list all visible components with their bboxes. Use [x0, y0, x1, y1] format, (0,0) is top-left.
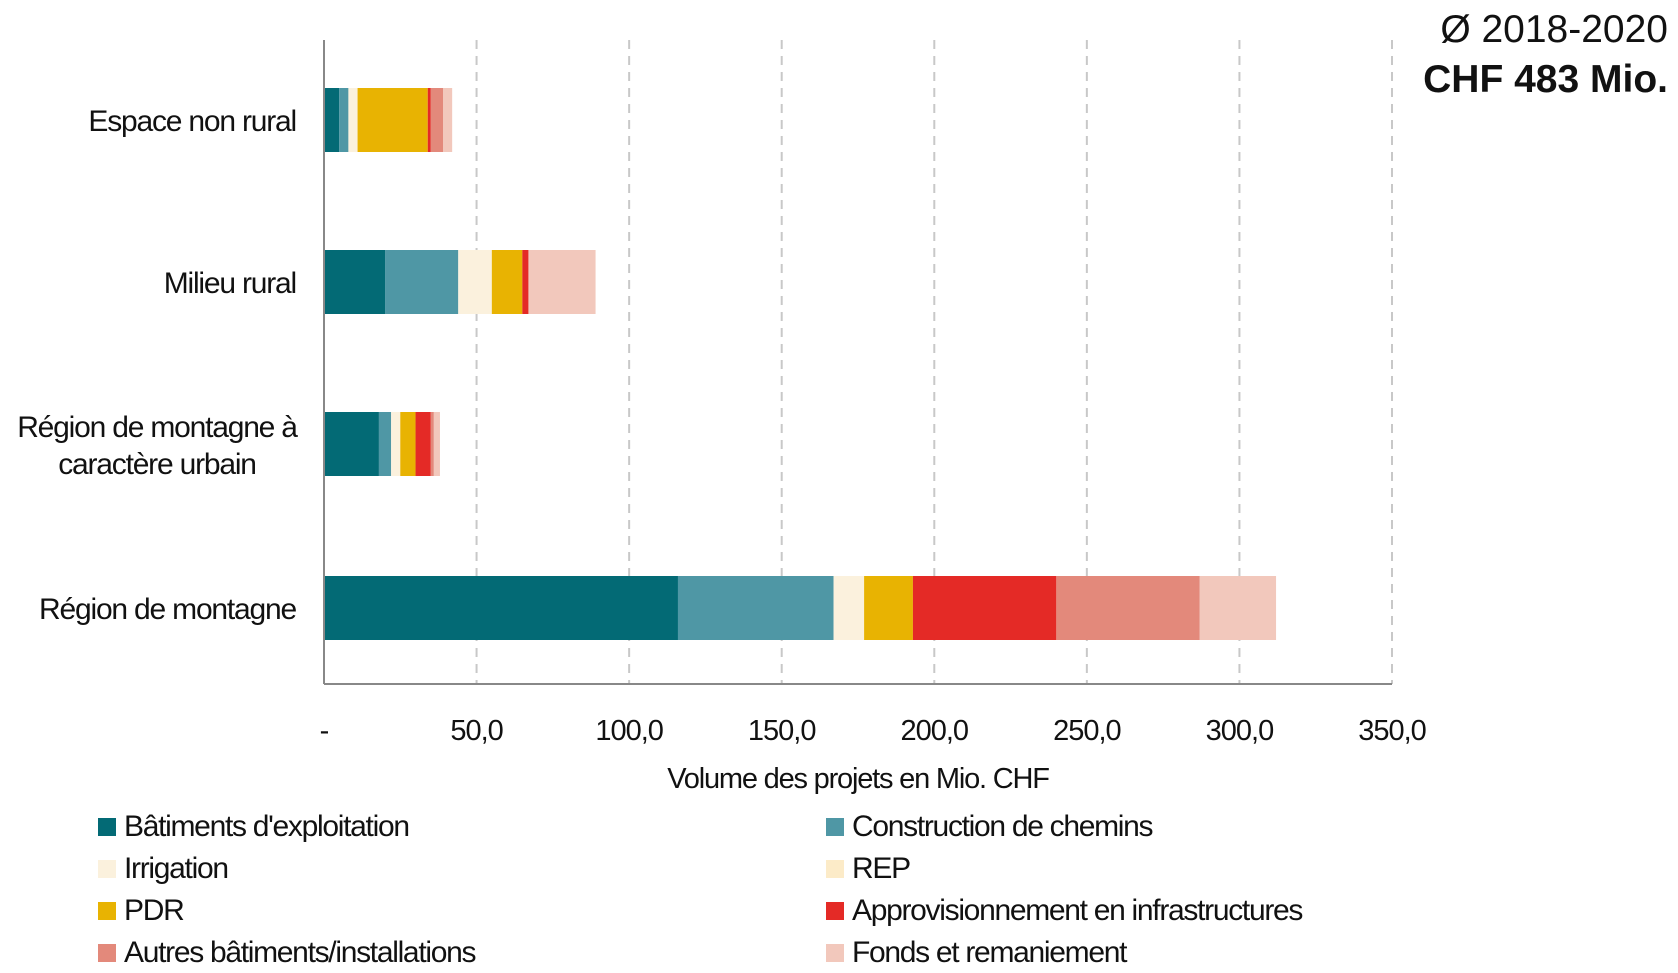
bar-segment — [400, 412, 416, 476]
bar-segment — [378, 412, 392, 476]
bar-segment — [1199, 576, 1277, 640]
legend-item-approvisionnement: Approvisionnement en infrastructures — [826, 894, 1303, 928]
bar-segment — [324, 412, 379, 476]
legend-swatch — [98, 944, 116, 962]
bar-segment — [385, 250, 459, 314]
legend-label: REP — [852, 852, 911, 885]
category-label: Région de montagne — [39, 593, 296, 626]
legend-swatch — [98, 860, 116, 878]
category-label: Région de montagne à caractère urbain — [17, 411, 298, 481]
bar-segment — [324, 576, 678, 640]
x-tick-labels: - 50,0 100,0 150,0 200,0 250,0 300,0 350,0 — [320, 715, 1427, 747]
x-tick-label: 50,0 — [450, 715, 502, 747]
bar-segment — [912, 576, 1057, 640]
bar-segment — [491, 250, 523, 314]
legend-label: Bâtiments d'exploitation — [124, 810, 410, 843]
total-amount: CHF 483 Mio. — [1423, 58, 1668, 101]
legend-swatch — [826, 818, 844, 836]
x-tick-label: 200,0 — [900, 715, 968, 747]
x-tick-label: 250,0 — [1053, 715, 1121, 747]
bar-segment — [324, 250, 386, 314]
category-labels: Espace non rural Milieu rural Région de mo… — [17, 105, 299, 626]
bar-segment — [427, 88, 431, 152]
legend-item-rep: REP — [826, 852, 911, 886]
x-tick-label: 300,0 — [1206, 715, 1274, 747]
bar-segment — [324, 88, 340, 152]
legend-swatch — [826, 860, 844, 878]
bar-segment — [430, 412, 434, 476]
bar-segment — [433, 412, 440, 476]
legend-label: PDR — [124, 894, 185, 927]
legend-label: Construction de chemins — [852, 810, 1154, 843]
legend-swatch — [826, 944, 844, 962]
legend-swatch — [826, 902, 844, 920]
legend-label: Irrigation — [124, 852, 229, 885]
bar-segment — [1056, 576, 1200, 640]
bar-segment — [677, 576, 834, 640]
bar-segment — [348, 88, 358, 152]
bar-segment — [357, 88, 428, 152]
category-label: Espace non rural — [88, 105, 296, 138]
legend-item-chemins: Construction de chemins — [826, 810, 1154, 844]
x-tick-label: - — [320, 715, 329, 747]
bars — [324, 88, 1277, 640]
bar-segment — [415, 412, 431, 476]
axes — [323, 40, 1392, 685]
x-axis-title: Volume des projets en Mio. CHF — [667, 763, 1049, 795]
legend-item-pdr: PDR — [98, 894, 185, 928]
legend: Bâtiments d'exploitation Construction de… — [0, 810, 1678, 970]
period-label: Ø 2018-2020 — [1440, 8, 1668, 51]
legend-item-autres: Autres bâtiments/installations — [98, 936, 477, 970]
bar-segment — [864, 576, 913, 640]
x-tick-label: 100,0 — [595, 715, 663, 747]
legend-item-fonds: Fonds et remaniement — [826, 936, 1127, 970]
category-label: Milieu rural — [164, 267, 296, 300]
legend-label: Approvisionnement en infrastructures — [852, 894, 1303, 927]
legend-item-batiments: Bâtiments d'exploitation — [98, 810, 410, 844]
x-tick-label: 350,0 — [1358, 715, 1426, 747]
legend-label: Fonds et remaniement — [852, 936, 1127, 969]
bar-segment — [833, 576, 865, 640]
x-tick-label: 150,0 — [748, 715, 816, 747]
bar-segment — [522, 250, 529, 314]
bar-segment — [339, 88, 349, 152]
legend-swatch — [98, 902, 116, 920]
bar-segment — [443, 88, 453, 152]
bar-segment — [430, 88, 444, 152]
legend-swatch — [98, 818, 116, 836]
legend-label: Autres bâtiments/installations — [124, 936, 477, 969]
bar-segment — [528, 250, 596, 314]
legend-item-irrigation: Irrigation — [98, 852, 229, 886]
bar-segment — [391, 412, 401, 476]
bar-segment — [458, 250, 492, 314]
